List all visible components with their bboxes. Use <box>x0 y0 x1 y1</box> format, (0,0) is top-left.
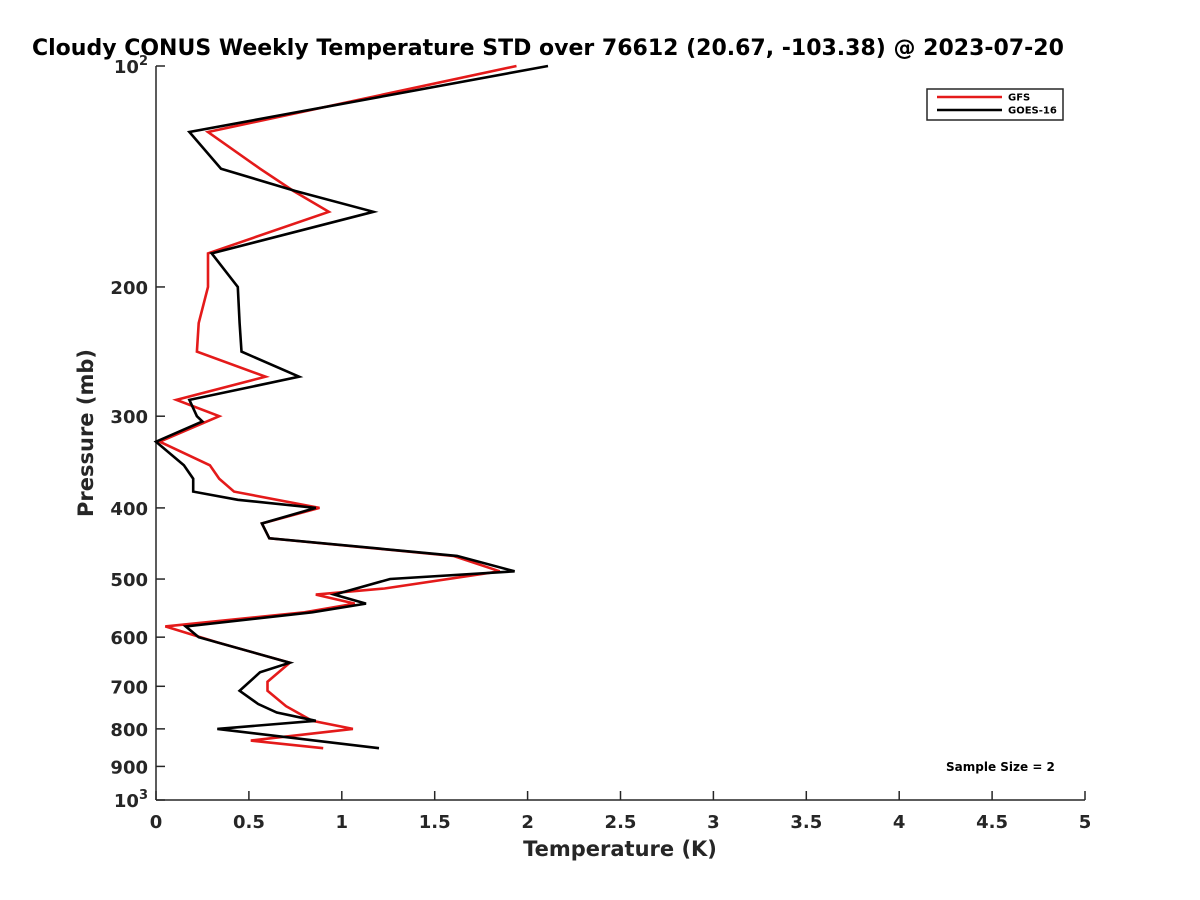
x-tick-label: 0 <box>150 812 163 833</box>
legend-label-gfs: GFS <box>1008 93 1030 104</box>
x-tick-label: 2.5 <box>605 812 637 833</box>
series-layer <box>153 64 549 750</box>
y-tick-label: 102 <box>114 54 148 78</box>
legend-label-goes16: GOES-16 <box>1008 106 1057 117</box>
y-tick-label: 900 <box>110 757 148 778</box>
x-tick-label: 4.5 <box>976 812 1008 833</box>
x-tick-label: 2 <box>521 812 534 833</box>
y-tick-label: 300 <box>110 407 148 428</box>
x-tick-label: 5 <box>1079 812 1092 833</box>
y-tick-label: 700 <box>110 677 148 698</box>
plot-axes <box>155 66 1085 801</box>
series-line-goes16 <box>153 64 549 750</box>
x-axis-ticks: 0 0.5 1 1.5 2 2.5 3 3.5 4 4.5 5 <box>150 791 1092 833</box>
legend-box <box>926 88 1064 121</box>
chart-title: Cloudy CONUS Weekly Temperature STD over… <box>32 36 1064 61</box>
x-tick-label: 1 <box>336 812 349 833</box>
series-line-gfs <box>156 64 517 750</box>
x-tick-label: 4 <box>893 812 906 833</box>
y-tick-label: 400 <box>110 499 148 520</box>
y-tick-label: 500 <box>110 570 148 591</box>
sample-size-annotation: Sample Size = 2 <box>946 760 1055 774</box>
y-tick-label: 200 <box>110 278 148 299</box>
y-axis-label: Pressure (mb) <box>74 349 98 517</box>
legend: GFS GOES-16 <box>926 88 1064 121</box>
y-tick-label: 600 <box>110 628 148 649</box>
x-tick-label: 1.5 <box>419 812 451 833</box>
y-axis-ticks: 102 200 300 400 500 600 700 800 900 103 <box>110 54 165 812</box>
y-tick-label: 103 <box>114 788 148 812</box>
x-tick-label: 3.5 <box>790 812 822 833</box>
x-tick-label: 0.5 <box>233 812 265 833</box>
x-axis-label: Temperature (K) <box>523 837 717 861</box>
x-tick-label: 3 <box>707 812 720 833</box>
y-tick-label: 800 <box>110 720 148 741</box>
